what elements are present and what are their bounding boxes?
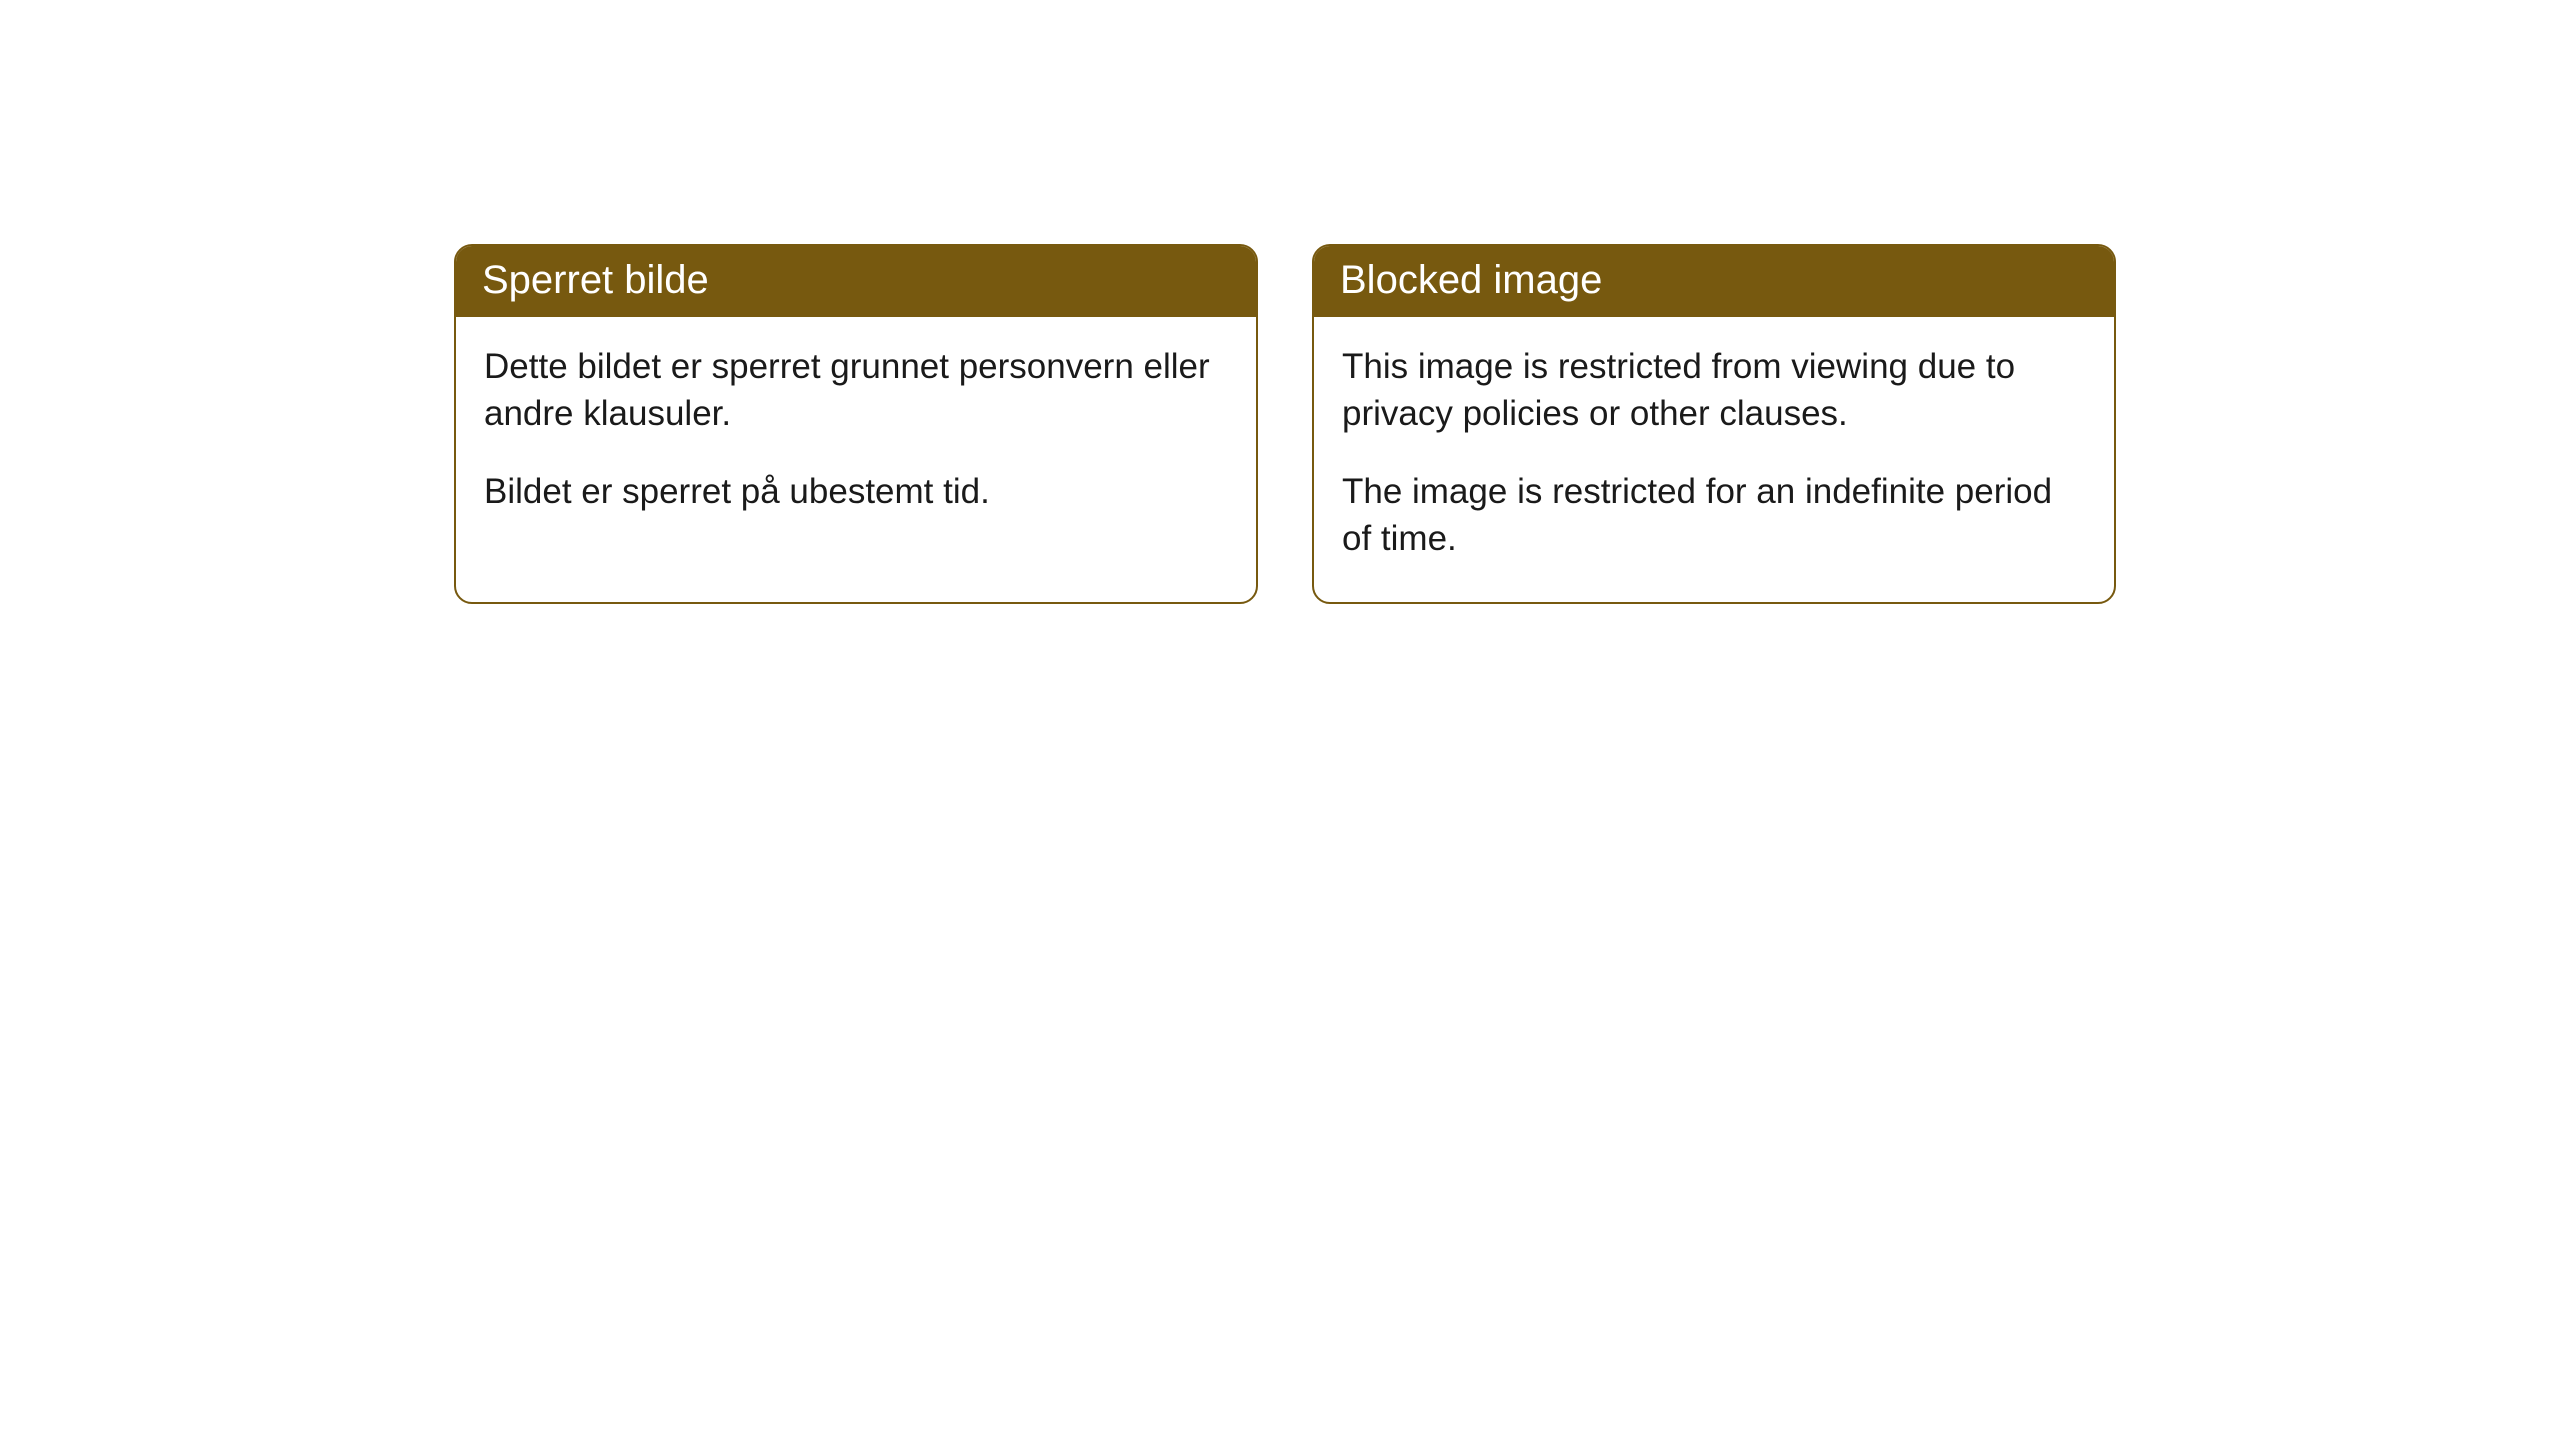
card-container: Sperret bilde Dette bildet er sperret gr…	[0, 0, 2560, 604]
card-header: Sperret bilde	[456, 246, 1256, 317]
card-body: Dette bildet er sperret grunnet personve…	[456, 317, 1256, 555]
card-title: Sperret bilde	[482, 258, 709, 302]
blocked-image-card-norwegian: Sperret bilde Dette bildet er sperret gr…	[454, 244, 1258, 604]
card-paragraph: The image is restricted for an indefinit…	[1342, 468, 2086, 563]
blocked-image-card-english: Blocked image This image is restricted f…	[1312, 244, 2116, 604]
card-title: Blocked image	[1340, 258, 1602, 302]
card-body: This image is restricted from viewing du…	[1314, 317, 2114, 602]
card-header: Blocked image	[1314, 246, 2114, 317]
card-paragraph: Dette bildet er sperret grunnet personve…	[484, 343, 1228, 438]
card-paragraph: Bildet er sperret på ubestemt tid.	[484, 468, 1228, 515]
card-paragraph: This image is restricted from viewing du…	[1342, 343, 2086, 438]
